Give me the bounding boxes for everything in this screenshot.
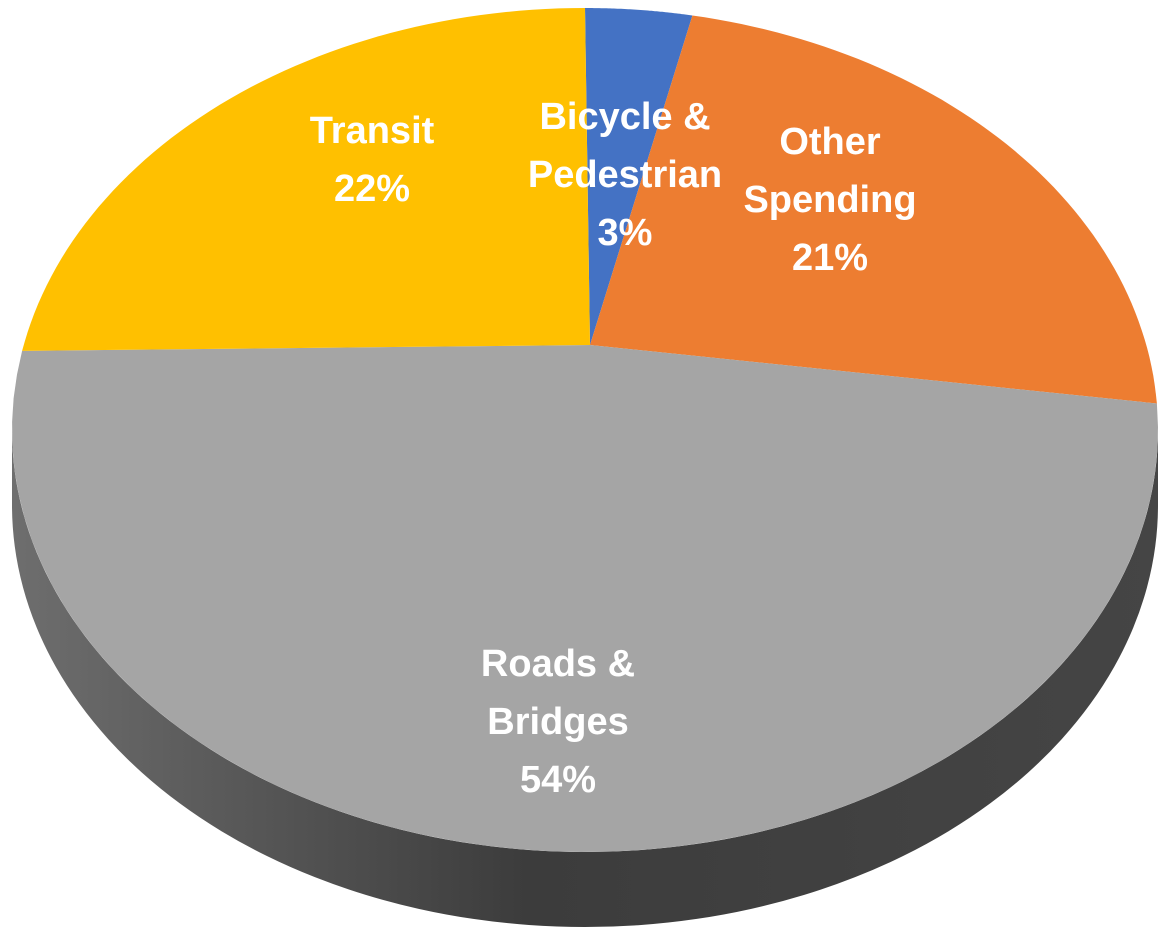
pie-slice — [585, 8, 693, 345]
slice-label: Transit 22% — [262, 102, 482, 218]
slice-value-label: 54% — [519, 759, 597, 801]
pie-side — [12, 430, 1158, 927]
slice-value-label: 3% — [597, 212, 653, 254]
slice-label: Other Spending 21% — [720, 113, 940, 287]
slice-value-label: 21% — [791, 237, 869, 279]
slice-label: Bicycle & Pedestrian 3% — [505, 88, 745, 262]
slice-category: Bicycle & Pedestrian — [527, 96, 723, 196]
slice-category: Transit — [309, 110, 435, 152]
slice-value-label: 22% — [333, 168, 411, 210]
slice-category: Other Spending — [743, 121, 917, 221]
pie-slice — [590, 15, 1157, 404]
pie-slice — [22, 8, 591, 351]
pie-slice — [12, 345, 1158, 852]
slice-label: Roads & Bridges 54% — [448, 635, 668, 809]
slice-category: Roads & Bridges — [480, 643, 636, 743]
